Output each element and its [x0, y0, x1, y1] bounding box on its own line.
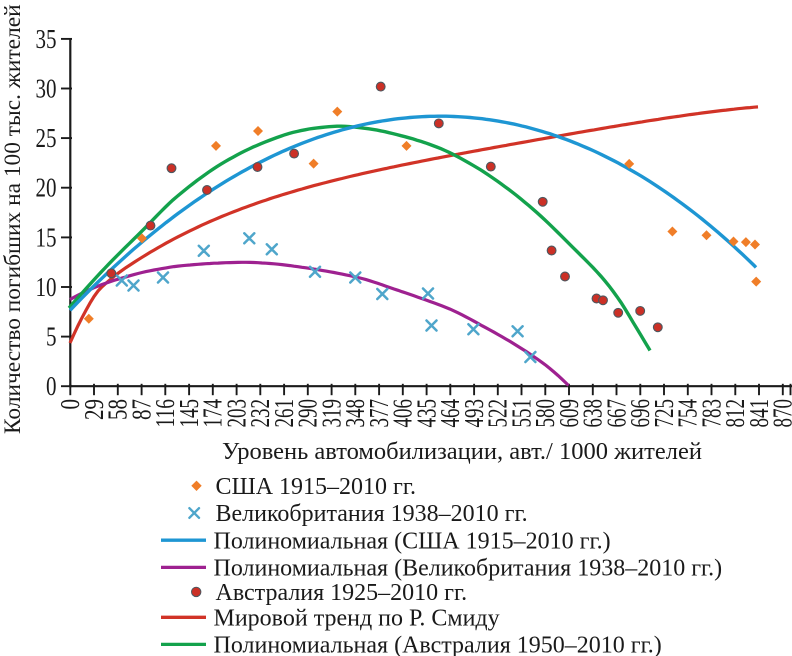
svg-text:Полиномиальная (Великобритания: Полиномиальная (Великобритания 1938–2010… [214, 556, 723, 582]
svg-text:348: 348 [340, 399, 370, 428]
svg-text:609: 609 [554, 399, 584, 428]
svg-text:522: 522 [483, 399, 513, 428]
svg-text:435: 435 [411, 399, 441, 428]
svg-text:580: 580 [530, 399, 560, 428]
svg-text:Полиномиальная (США 1915–2010: Полиномиальная (США 1915–2010 гг.) [214, 528, 611, 554]
svg-text:319: 319 [316, 399, 346, 428]
svg-text:841: 841 [744, 399, 774, 428]
svg-text:174: 174 [198, 399, 228, 428]
svg-text:725: 725 [649, 399, 679, 428]
svg-text:10: 10 [36, 272, 57, 302]
svg-text:696: 696 [625, 399, 655, 428]
svg-text:30: 30 [36, 74, 57, 104]
svg-text:203: 203 [222, 399, 252, 428]
svg-text:Полиномиальная (Австралия 1950: Полиномиальная (Австралия 1950–2010 гг.) [214, 633, 662, 656]
svg-text:464: 464 [435, 399, 465, 428]
svg-text:0: 0 [46, 371, 57, 401]
svg-text:35: 35 [36, 24, 57, 54]
svg-text:406: 406 [388, 399, 418, 428]
svg-text:20: 20 [36, 173, 57, 203]
svg-text:Австралия 1925–2010 гг.: Австралия 1925–2010 гг. [216, 580, 468, 606]
svg-text:15: 15 [36, 222, 57, 252]
svg-text:638: 638 [578, 399, 608, 428]
svg-text:145: 145 [174, 399, 204, 428]
svg-text:0: 0 [55, 399, 85, 410]
svg-text:58: 58 [103, 399, 133, 420]
svg-text:377: 377 [364, 399, 394, 428]
svg-text:493: 493 [459, 399, 489, 428]
svg-text:Уровень автомобилизации, авт./: Уровень автомобилизации, авт./ 1000 жите… [222, 438, 702, 465]
svg-text:551: 551 [506, 399, 536, 428]
svg-text:812: 812 [720, 399, 750, 428]
svg-text:232: 232 [245, 399, 275, 428]
svg-text:290: 290 [293, 399, 323, 428]
svg-text:Мировой тренд по Р. Смиду: Мировой тренд по Р. Смиду [214, 606, 500, 632]
svg-text:116: 116 [150, 399, 180, 428]
svg-text:870: 870 [768, 399, 792, 428]
svg-text:29: 29 [79, 399, 109, 420]
svg-text:США 1915–2010 гг.: США 1915–2010 гг. [216, 474, 417, 500]
svg-text:Количество погибших на 100 тыс: Количество погибших на 100 тыс. жителей [0, 4, 26, 434]
svg-text:Великобритания 1938–2010 гг.: Великобритания 1938–2010 гг. [216, 501, 528, 527]
svg-text:25: 25 [36, 123, 57, 153]
svg-text:783: 783 [696, 399, 726, 428]
svg-text:5: 5 [46, 322, 57, 352]
svg-text:261: 261 [269, 399, 299, 428]
svg-text:667: 667 [601, 399, 631, 428]
svg-text:87: 87 [127, 399, 157, 420]
svg-text:754: 754 [673, 399, 703, 428]
